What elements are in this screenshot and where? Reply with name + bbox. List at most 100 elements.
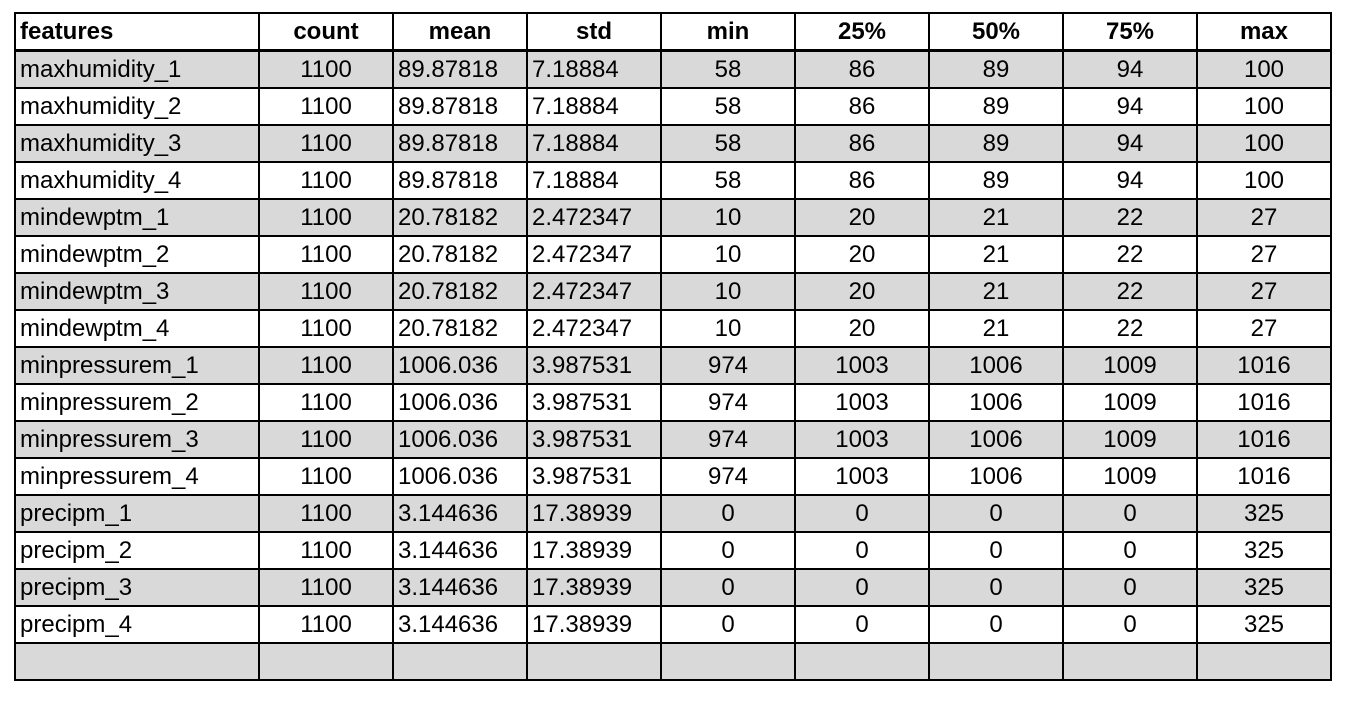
cell-mean: 3.144636: [392, 605, 528, 644]
column-header-p25: 25%: [794, 12, 930, 52]
column-header-mean: mean: [392, 12, 528, 52]
column-header-count: count: [258, 12, 394, 52]
table-row: minpressurem_1 1100 1006.036 3.987531 974 100…: [14, 346, 1332, 385]
cell-std: 3.987531: [526, 383, 662, 422]
cell-mean: 20.78182: [392, 198, 528, 237]
cell-p25: 1003: [794, 383, 930, 422]
cell-count: 1100: [258, 49, 394, 89]
cell-std: 7.18884: [526, 124, 662, 163]
cell-min: 58: [660, 87, 796, 126]
cell-p75: 1009: [1062, 383, 1198, 422]
table-row: precipm_3 1100 3.144636 17.38939 0 0 0 0 325: [14, 568, 1332, 607]
cell-p75: 1009: [1062, 346, 1198, 385]
cell-count: 1100: [258, 531, 394, 570]
cell-p25: 0: [794, 568, 930, 607]
cell-std: 3.987531: [526, 346, 662, 385]
cell-features: minpressurem_4: [14, 457, 260, 496]
cell-features: mindewptm_4: [14, 309, 260, 348]
cell-p25: 86: [794, 49, 930, 89]
cell-features: maxhumidity_3: [14, 124, 260, 163]
table-row: maxhumidity_1 1100 89.87818 7.18884 58 86 89 94…: [14, 49, 1332, 89]
cell-p75: 0: [1062, 531, 1198, 570]
table-row: mindewptm_2 1100 20.78182 2.472347 10 20 21 22 2…: [14, 235, 1332, 274]
table-row: minpressurem_4 1100 1006.036 3.987531 974 100…: [14, 457, 1332, 496]
cell-p25: 20: [794, 198, 930, 237]
cell-features: precipm_3: [14, 568, 260, 607]
cell-max: 27: [1196, 309, 1332, 348]
cell-p50: 89: [928, 49, 1064, 89]
cell-max: 27: [1196, 235, 1332, 274]
cell-p50: 21: [928, 198, 1064, 237]
cell-p75: 0: [1062, 494, 1198, 533]
cell-max: 1016: [1196, 420, 1332, 459]
cell-count: 1100: [258, 161, 394, 200]
cell-min: 10: [660, 272, 796, 311]
cell-features: minpressurem_2: [14, 383, 260, 422]
cell-min: 10: [660, 309, 796, 348]
cell-std: 17.38939: [526, 531, 662, 570]
cell-min: 974: [660, 346, 796, 385]
cell-features: maxhumidity_4: [14, 161, 260, 200]
cell-min: 10: [660, 198, 796, 237]
table-row: maxhumidity_2 1100 89.87818 7.18884 58 86 89 94…: [14, 87, 1332, 126]
cell-p50: 1006: [928, 420, 1064, 459]
cell-max: 100: [1196, 87, 1332, 126]
cell-p50: 1006: [928, 346, 1064, 385]
cell-min: 974: [660, 383, 796, 422]
cell-mean: 89.87818: [392, 124, 528, 163]
cell-mean: 3.144636: [392, 568, 528, 607]
cell-mean: 3.144636: [392, 531, 528, 570]
table-row: minpressurem_2 1100 1006.036 3.987531 974 100…: [14, 383, 1332, 422]
cell-std: 3.987531: [526, 457, 662, 496]
cell-p75: 94: [1062, 161, 1198, 200]
cell-max: 325: [1196, 494, 1332, 533]
cell-std: 2.472347: [526, 272, 662, 311]
cell-p25: 86: [794, 161, 930, 200]
cell-mean: 1006.036: [392, 383, 528, 422]
column-header-max: max: [1196, 12, 1332, 52]
cell-p50: 89: [928, 124, 1064, 163]
table-row: precipm_1 1100 3.144636 17.38939 0 0 0 0 325: [14, 494, 1332, 533]
cell-mean: 89.87818: [392, 49, 528, 89]
cell-max: 100: [1196, 49, 1332, 89]
cell-min: 0: [660, 531, 796, 570]
cell-std: 7.18884: [526, 49, 662, 89]
cell-p50: 21: [928, 235, 1064, 274]
cell-p75: 1009: [1062, 457, 1198, 496]
cell-count: 1100: [258, 309, 394, 348]
summary-statistics-table: features count mean std min 25% 50% 75% max maxh…: [14, 12, 1332, 681]
cell-count: [258, 642, 394, 681]
cell-std: 2.472347: [526, 309, 662, 348]
column-header-features: features: [14, 12, 260, 52]
cell-mean: 1006.036: [392, 457, 528, 496]
cell-p50: 0: [928, 494, 1064, 533]
cell-min: 0: [660, 494, 796, 533]
cell-mean: [392, 642, 528, 681]
cell-p25: 1003: [794, 346, 930, 385]
cell-p50: [928, 642, 1064, 681]
cell-count: 1100: [258, 605, 394, 644]
cell-max: 325: [1196, 605, 1332, 644]
table-row: maxhumidity_3 1100 89.87818 7.18884 58 86 89 94…: [14, 124, 1332, 163]
cell-max: 325: [1196, 531, 1332, 570]
cell-std: 2.472347: [526, 235, 662, 274]
cell-features: precipm_2: [14, 531, 260, 570]
cell-std: 17.38939: [526, 494, 662, 533]
cell-p50: 0: [928, 568, 1064, 607]
cell-features: precipm_1: [14, 494, 260, 533]
cell-max: 1016: [1196, 346, 1332, 385]
cell-p75: 22: [1062, 235, 1198, 274]
cell-p75: 94: [1062, 49, 1198, 89]
cell-std: 7.18884: [526, 161, 662, 200]
cell-mean: 20.78182: [392, 235, 528, 274]
cell-features: minpressurem_3: [14, 420, 260, 459]
cell-p25: 86: [794, 87, 930, 126]
cell-max: 27: [1196, 272, 1332, 311]
table-header: features count mean std min 25% 50% 75% max: [14, 12, 1332, 52]
cell-max: 1016: [1196, 457, 1332, 496]
cell-count: 1100: [258, 124, 394, 163]
cell-features: mindewptm_3: [14, 272, 260, 311]
header-row: features count mean std min 25% 50% 75% max: [14, 12, 1332, 52]
cell-std: [526, 642, 662, 681]
cell-p50: 1006: [928, 383, 1064, 422]
